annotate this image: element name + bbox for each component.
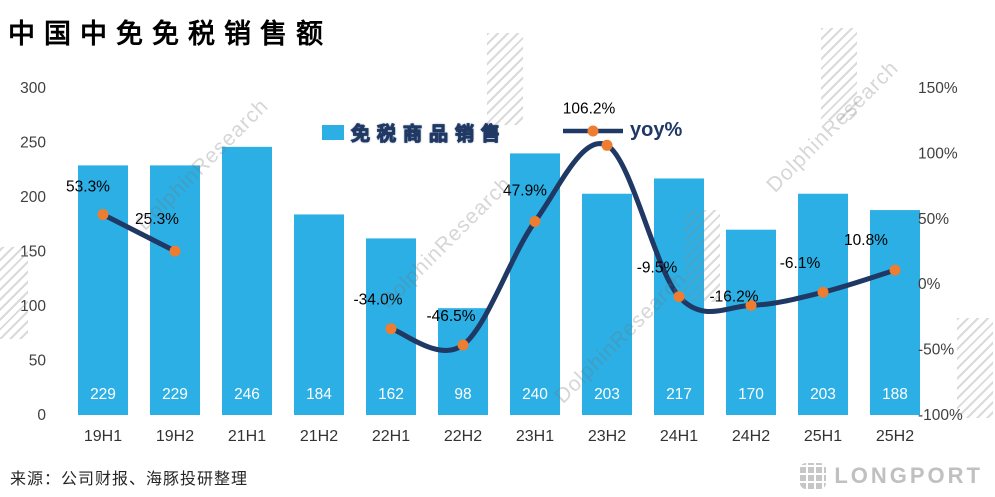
bar <box>222 146 272 416</box>
yoy-point-label: -9.5% <box>637 260 678 277</box>
bar <box>582 193 632 415</box>
bar <box>870 210 920 415</box>
yoy-line <box>388 141 898 353</box>
yoy-marker <box>601 139 613 151</box>
yoy-point-label: 106.2% <box>563 100 616 117</box>
bar <box>150 165 200 415</box>
x-axis-label: 25H1 <box>804 428 842 445</box>
x-axis-label: 24H1 <box>660 428 698 445</box>
right-axis-tick-label: 100% <box>918 145 958 162</box>
yoy-marker <box>529 216 541 227</box>
legend-item-sales: 免税商品销售 <box>322 119 507 146</box>
yoy-marker <box>673 291 685 303</box>
yoy-marker <box>169 245 181 257</box>
bar-value-label: 240 <box>522 386 548 403</box>
bar-value-label: 162 <box>378 386 404 403</box>
legend-bar-label: 免税商品销售 <box>350 124 508 146</box>
yoy-point-label: -46.5% <box>426 308 475 325</box>
bar-value-label: 98 <box>454 386 471 403</box>
bar-value-label: 184 <box>306 386 332 403</box>
x-axis-label: 24H2 <box>732 428 770 445</box>
legend-line-sample <box>563 125 623 136</box>
legend-bar-swatch <box>322 125 344 140</box>
yoy-point-label: 53.3% <box>66 179 110 196</box>
yoy-point-label: -34.0% <box>353 292 402 309</box>
yoy-line <box>100 211 178 254</box>
x-axis-label: 23H2 <box>588 428 626 445</box>
left-axis-tick-label: 100 <box>20 298 46 315</box>
x-axis-label: 21H1 <box>228 428 266 445</box>
chart-title: 中国中免免税销售额 <box>8 19 332 49</box>
yoy-marker <box>817 286 829 298</box>
bar-value-label: 246 <box>234 386 260 403</box>
bar <box>726 229 776 415</box>
left-axis-tick-label: 200 <box>20 189 46 206</box>
left-axis-tick-label: 300 <box>20 80 46 97</box>
bar-value-label: 229 <box>90 386 116 403</box>
longport-logo: LONGPORT <box>800 463 983 489</box>
left-axis-tick-label: 150 <box>20 244 46 261</box>
yoy-point-label: -16.2% <box>709 288 758 305</box>
yoy-marker <box>97 209 109 220</box>
left-axis-tick-label: 50 <box>29 353 47 370</box>
left-axis-tick-label: 250 <box>20 135 46 152</box>
yoy-marker <box>889 264 901 276</box>
bar <box>294 214 344 415</box>
yoy-marker <box>385 323 397 335</box>
x-axis-label: 23H1 <box>516 428 554 445</box>
x-axis-label: 22H1 <box>372 428 410 445</box>
yoy-point-label: -6.1% <box>780 255 821 272</box>
bar-value-label: 217 <box>666 386 692 403</box>
legend-item-yoy: yoy% <box>562 119 682 142</box>
right-axis-tick-label: 50% <box>918 211 949 228</box>
yoy-point-label: 25.3% <box>135 211 179 228</box>
bar-value-label: 229 <box>162 386 188 403</box>
bar-value-label: 203 <box>594 386 620 403</box>
bar <box>798 193 848 415</box>
legend-line-label: yoy% <box>630 119 683 141</box>
yoy-point-label: 47.9% <box>503 183 547 200</box>
source-note: 来源：公司财报、海豚投研整理 <box>10 471 249 488</box>
left-axis-tick-label: 0 <box>37 407 46 424</box>
yoy-point-label: 10.8% <box>844 232 888 249</box>
legend-line-marker <box>587 125 599 136</box>
right-axis-tick-label: 150% <box>918 80 958 97</box>
x-axis-label: 19H2 <box>156 428 194 445</box>
yoy-marker <box>457 339 469 351</box>
bar-value-label: 203 <box>810 386 836 403</box>
right-axis-tick-label: -100% <box>918 407 963 424</box>
x-axis-label: 21H2 <box>300 428 338 445</box>
right-axis-tick-label: 0% <box>918 276 941 293</box>
bar-value-label: 188 <box>882 386 908 403</box>
x-axis-label: 25H2 <box>876 428 914 445</box>
longport-logo-icon <box>800 463 827 489</box>
x-axis-label: 22H2 <box>444 428 482 445</box>
right-axis-tick-label: -50% <box>918 342 954 359</box>
longport-logo-text: LONGPORT <box>834 463 983 488</box>
bar-value-label: 170 <box>738 386 764 403</box>
bar <box>78 165 128 415</box>
x-axis-label: 19H1 <box>84 428 122 445</box>
yoy-marker <box>745 299 757 311</box>
